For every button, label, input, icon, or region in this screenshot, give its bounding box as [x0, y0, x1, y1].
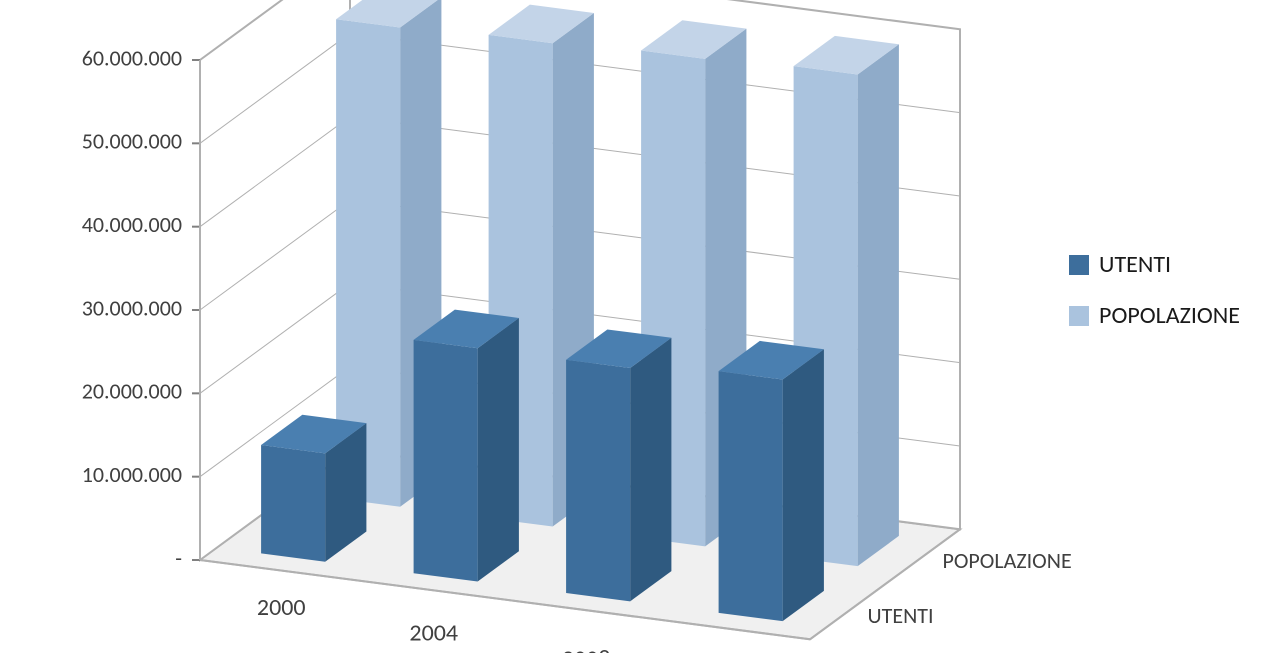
legend: UTENTI POPOLAZIONE	[1069, 250, 1240, 352]
svg-text:50.000.000: 50.000.000	[82, 128, 182, 155]
svg-text:20.000.000: 20.000.000	[82, 378, 182, 405]
svg-text:10.000.000: 10.000.000	[82, 461, 182, 488]
legend-item: UTENTI	[1069, 250, 1240, 279]
svg-text:60.000.000: 60.000.000	[82, 44, 182, 71]
svg-text:UTENTI: UTENTI	[868, 602, 934, 629]
svg-text:POPOLAZIONE: POPOLAZIONE	[943, 547, 1072, 574]
legend-label: POPOLAZIONE	[1099, 301, 1240, 330]
legend-swatch-popolazione	[1069, 306, 1089, 326]
svg-text:2000: 2000	[257, 593, 306, 622]
chart-container: - 10.000.000 20.000.000 30.000.000 40.000.00…	[0, 0, 1280, 653]
svg-text:30.000.000: 30.000.000	[82, 294, 182, 321]
svg-text:2008: 2008	[562, 645, 611, 653]
legend-swatch-utenti	[1069, 255, 1089, 275]
svg-text:2004: 2004	[409, 619, 458, 648]
legend-item: POPOLAZIONE	[1069, 301, 1240, 330]
legend-label: UTENTI	[1099, 250, 1171, 279]
svg-text:40.000.000: 40.000.000	[82, 211, 182, 238]
svg-text:-: -	[175, 544, 182, 571]
